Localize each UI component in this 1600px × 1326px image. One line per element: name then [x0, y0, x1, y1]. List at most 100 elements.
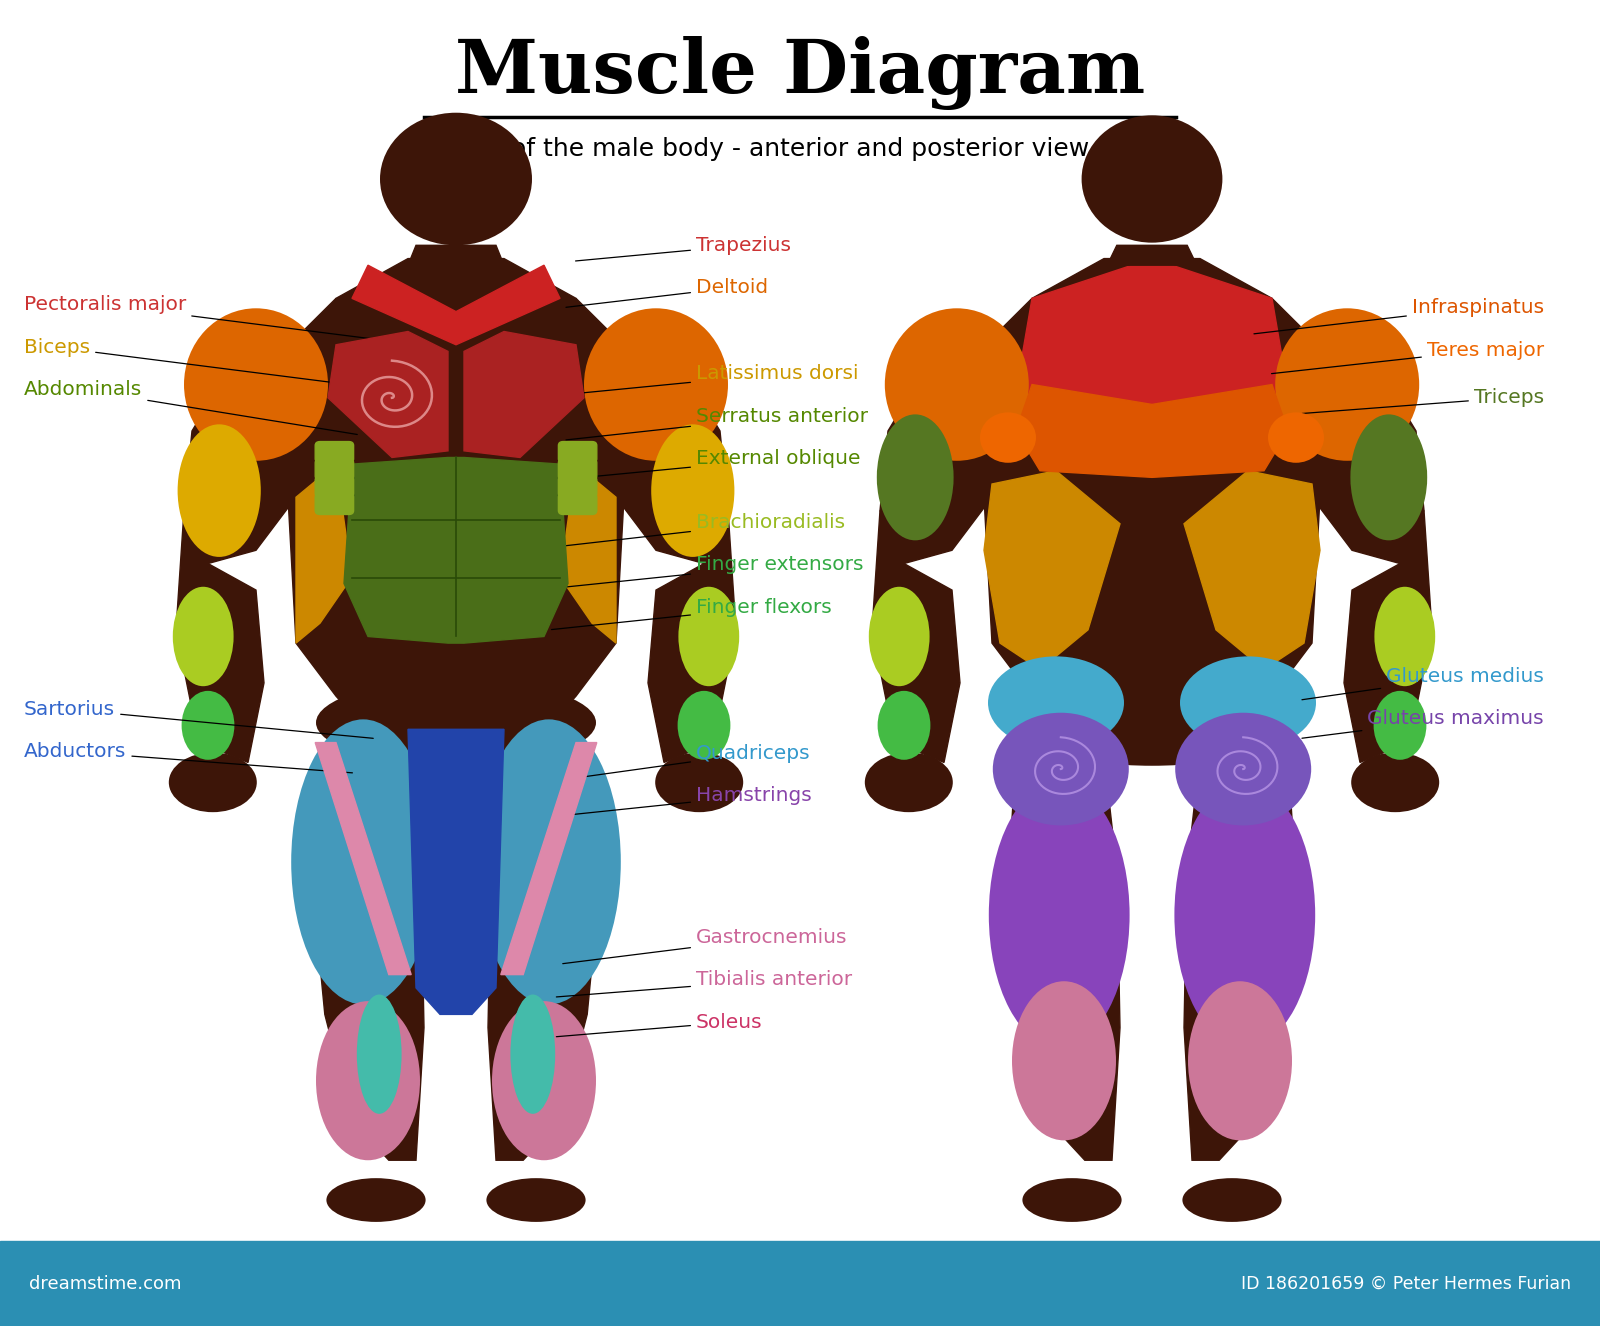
Text: Sartorius: Sartorius [24, 700, 373, 739]
Text: Abductors: Abductors [24, 743, 352, 773]
Polygon shape [296, 464, 352, 643]
Polygon shape [408, 245, 504, 265]
Ellipse shape [357, 994, 402, 1114]
Ellipse shape [291, 720, 435, 1005]
Text: Teres major: Teres major [1272, 341, 1544, 374]
Ellipse shape [1181, 656, 1315, 749]
Ellipse shape [181, 691, 234, 760]
Text: of the male body - anterior and posterior view: of the male body - anterior and posterio… [510, 137, 1090, 160]
Text: Infraspinatus: Infraspinatus [1254, 298, 1544, 334]
Text: Gluteus medius: Gluteus medius [1302, 667, 1544, 700]
FancyBboxPatch shape [315, 493, 354, 514]
Polygon shape [1184, 471, 1320, 670]
Polygon shape [1016, 259, 1288, 457]
Text: Biceps: Biceps [24, 338, 346, 385]
Ellipse shape [326, 1177, 426, 1223]
Text: Finger flexors: Finger flexors [552, 598, 832, 630]
Text: dreamstime.com: dreamstime.com [29, 1274, 181, 1293]
Text: Muscle Diagram: Muscle Diagram [454, 36, 1146, 110]
Polygon shape [464, 332, 584, 457]
Text: Serratus anterior: Serratus anterior [566, 407, 867, 440]
FancyBboxPatch shape [315, 459, 354, 480]
Ellipse shape [168, 753, 256, 812]
Polygon shape [1016, 385, 1288, 477]
Ellipse shape [486, 1177, 586, 1223]
Text: Abdominals: Abdominals [24, 381, 357, 435]
Ellipse shape [510, 994, 555, 1114]
Text: ID 186201659 © Peter Hermes Furian: ID 186201659 © Peter Hermes Furian [1242, 1274, 1571, 1293]
Text: Quadriceps: Quadriceps [566, 744, 811, 780]
Polygon shape [560, 464, 616, 643]
Ellipse shape [877, 691, 930, 760]
Polygon shape [1184, 723, 1296, 1160]
FancyBboxPatch shape [558, 476, 597, 497]
FancyBboxPatch shape [558, 459, 597, 480]
Polygon shape [176, 511, 264, 762]
Polygon shape [315, 743, 411, 975]
Ellipse shape [677, 691, 730, 760]
Polygon shape [872, 511, 960, 762]
Ellipse shape [992, 713, 1130, 825]
Text: Brachioradialis: Brachioradialis [552, 513, 845, 548]
Polygon shape [1107, 245, 1197, 265]
Ellipse shape [1082, 115, 1222, 243]
Polygon shape [984, 471, 1120, 670]
Ellipse shape [1275, 309, 1419, 461]
FancyBboxPatch shape [315, 476, 354, 497]
Ellipse shape [1174, 782, 1315, 1048]
Ellipse shape [1011, 981, 1117, 1140]
FancyBboxPatch shape [558, 493, 597, 514]
Ellipse shape [864, 753, 954, 812]
Text: Hamstrings: Hamstrings [566, 786, 811, 815]
Text: Tibialis anterior: Tibialis anterior [557, 971, 853, 997]
FancyBboxPatch shape [315, 442, 354, 463]
Text: Deltoid: Deltoid [566, 278, 768, 308]
Text: Latissimus dorsi: Latissimus dorsi [576, 365, 859, 394]
Polygon shape [344, 457, 568, 643]
Ellipse shape [1013, 679, 1293, 766]
Polygon shape [648, 511, 736, 762]
Ellipse shape [1187, 981, 1293, 1140]
Ellipse shape [1350, 415, 1427, 541]
Ellipse shape [989, 782, 1130, 1048]
Polygon shape [880, 298, 1032, 564]
Polygon shape [501, 743, 597, 975]
Ellipse shape [885, 309, 1029, 461]
Text: Pectoralis major: Pectoralis major [24, 296, 384, 341]
FancyBboxPatch shape [0, 1241, 1600, 1326]
Ellipse shape [877, 415, 954, 541]
Text: Soleus: Soleus [557, 1013, 763, 1037]
Ellipse shape [178, 424, 261, 557]
Ellipse shape [184, 309, 328, 461]
Polygon shape [576, 298, 728, 564]
Polygon shape [352, 265, 560, 345]
Polygon shape [312, 723, 424, 1160]
Ellipse shape [584, 309, 728, 461]
Text: Triceps: Triceps [1302, 389, 1544, 414]
Text: Finger extensors: Finger extensors [552, 556, 864, 589]
Ellipse shape [1350, 753, 1440, 812]
Ellipse shape [317, 1001, 419, 1160]
Polygon shape [1008, 723, 1120, 1160]
Ellipse shape [1373, 691, 1427, 760]
FancyBboxPatch shape [558, 442, 597, 463]
Text: Gluteus maximus: Gluteus maximus [1302, 709, 1544, 739]
Polygon shape [1272, 298, 1424, 564]
Ellipse shape [1174, 713, 1312, 825]
Polygon shape [488, 723, 600, 1160]
Polygon shape [184, 298, 336, 564]
Ellipse shape [315, 679, 595, 766]
Ellipse shape [979, 412, 1037, 463]
Ellipse shape [869, 586, 930, 687]
Ellipse shape [477, 720, 621, 1005]
Polygon shape [984, 259, 1320, 723]
Ellipse shape [1022, 1177, 1122, 1223]
Ellipse shape [678, 586, 739, 687]
Ellipse shape [493, 1001, 595, 1160]
Text: Gastrocnemius: Gastrocnemius [563, 928, 848, 964]
Text: Trapezius: Trapezius [576, 236, 790, 261]
Polygon shape [408, 729, 504, 1014]
Ellipse shape [651, 424, 734, 557]
Text: External oblique: External oblique [560, 450, 861, 480]
Ellipse shape [1374, 586, 1435, 687]
